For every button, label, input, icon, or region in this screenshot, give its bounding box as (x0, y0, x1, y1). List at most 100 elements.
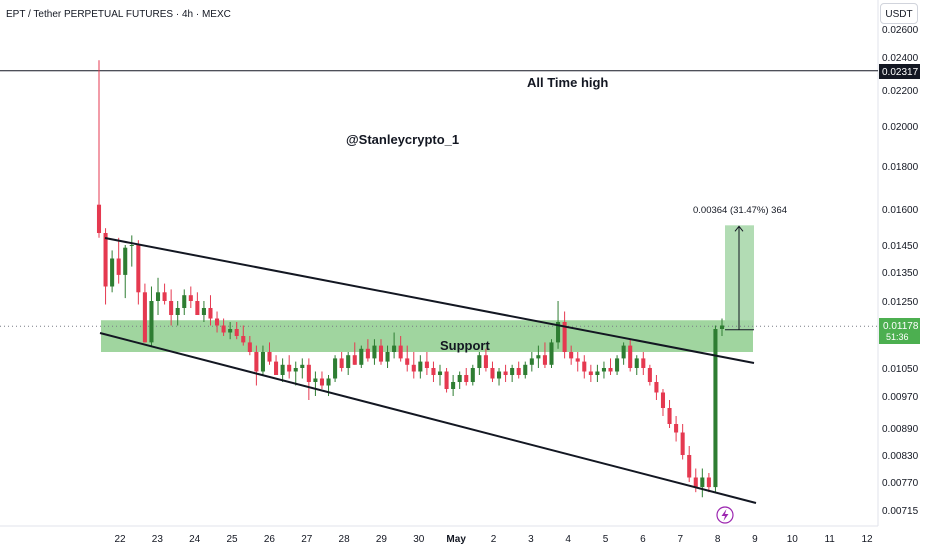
candle-down (660, 392, 666, 408)
candle-down (503, 371, 508, 375)
candle-down (136, 245, 141, 293)
currency-button[interactable]: USDT (880, 3, 918, 24)
candle-up (155, 292, 161, 301)
countdown-label: 51:36 (886, 332, 909, 342)
candle-up (260, 352, 265, 372)
candle-up (719, 325, 725, 329)
ath-annotation: All Time high (527, 75, 608, 90)
candle-up (595, 371, 600, 375)
candle-down (687, 455, 692, 478)
candle-down (378, 345, 384, 362)
time-tick: 27 (301, 534, 313, 545)
candle-down (96, 204, 102, 233)
candle-down (142, 292, 147, 343)
candle-down (405, 358, 410, 365)
time-tick: 8 (715, 534, 721, 545)
candle-up (621, 345, 626, 359)
candle-down (411, 364, 416, 372)
price-tick: 0.01350 (882, 268, 919, 279)
author-annotation: @Stanleycrypto_1 (346, 132, 459, 147)
candle-up (372, 345, 377, 359)
candle-down (241, 336, 246, 343)
price-tick: 0.01450 (882, 241, 919, 252)
candle-down (654, 382, 659, 393)
candle-up (510, 368, 515, 375)
candle-down (431, 368, 436, 375)
price-tick: 0.00970 (882, 392, 919, 403)
candle-down (628, 345, 633, 368)
candle-up (470, 368, 475, 382)
candle-up (228, 329, 233, 333)
candle-down (693, 477, 698, 488)
candle-down (352, 355, 357, 365)
channel-upper-line (104, 237, 755, 364)
candles (96, 60, 725, 498)
candle-up (457, 375, 462, 382)
candle-up (529, 358, 534, 365)
candle-down (516, 368, 521, 375)
time-tick: 10 (787, 534, 799, 545)
support-zone (101, 320, 753, 352)
price-tick: 0.00830 (882, 451, 919, 462)
candle-up (713, 329, 718, 488)
candle-up (601, 368, 606, 372)
candle-up (549, 342, 554, 365)
time-tick: 26 (264, 534, 276, 545)
candle-down (306, 364, 311, 382)
candle-down (169, 301, 174, 315)
candle-up (536, 355, 541, 359)
candle-up (477, 355, 482, 368)
time-tick: 4 (565, 534, 571, 545)
candle-down (267, 352, 272, 362)
candle-down (582, 361, 587, 372)
time-axis[interactable]: 22 23 24 25 26 27 28 29 30 May 2 3 4 5 6 7 8 9 10 11 12 (114, 534, 873, 545)
candle-down (608, 368, 613, 372)
candle-up (418, 361, 423, 372)
ath-price-badge (879, 64, 920, 79)
candle-up (392, 345, 397, 352)
candle-up (123, 247, 128, 275)
candle-down (103, 233, 108, 287)
candle-down (221, 325, 226, 333)
time-tick: 7 (677, 534, 683, 545)
candle-down (319, 378, 325, 386)
candle-up (333, 358, 338, 379)
candle-down (483, 355, 488, 368)
price-tick: 0.02400 (882, 53, 919, 64)
time-tick: 3 (528, 534, 534, 545)
candle-up (182, 295, 187, 308)
candle-down (680, 432, 685, 455)
candle-up (385, 352, 390, 362)
candle-up (523, 364, 528, 375)
time-tick: 2 (491, 534, 497, 545)
candle-down (208, 308, 213, 319)
candle-down (254, 352, 259, 372)
candle-down (667, 408, 672, 424)
candle-down (464, 375, 469, 382)
candle-down (588, 371, 593, 375)
price-tick: 0.01600 (882, 205, 919, 216)
candle-down (274, 361, 279, 375)
price-tick: 0.00715 (882, 506, 919, 517)
candle-down (234, 329, 239, 336)
candle-down (287, 364, 292, 372)
price-tick: 0.01250 (882, 297, 919, 308)
time-tick: 5 (603, 534, 609, 545)
time-tick: 23 (152, 534, 164, 545)
candle-down (444, 371, 449, 389)
price-tick: 0.02000 (882, 122, 919, 133)
time-tick: 28 (339, 534, 351, 545)
measure-label: 0.00364 (31.47%) 364 (693, 205, 787, 216)
lightning-glyph (721, 509, 729, 521)
time-tick: 12 (861, 534, 873, 545)
candle-up (313, 378, 318, 382)
candle-up (700, 477, 705, 488)
candle-up (496, 371, 502, 379)
price-tick: 0.00890 (882, 424, 919, 435)
time-tick: 24 (189, 534, 201, 545)
candle-down (365, 348, 370, 359)
candle-down (339, 358, 344, 368)
candle-up (149, 301, 154, 343)
price-axis[interactable]: 0.02600 0.02400 0.02200 0.02000 0.01800 0.016… (882, 25, 919, 517)
